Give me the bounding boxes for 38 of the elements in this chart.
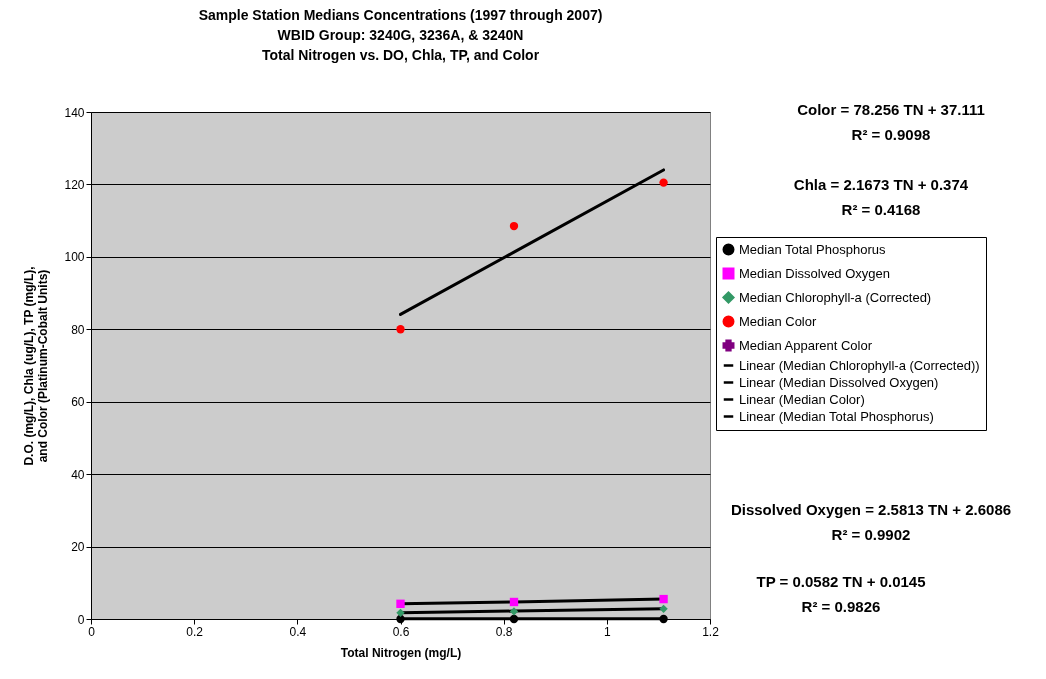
x-tick-label: 0 bbox=[88, 624, 96, 639]
legend-label: Linear (Median Color) bbox=[739, 391, 865, 407]
x-tick-label: 0.2 bbox=[186, 624, 204, 639]
y-tick-label: 40 bbox=[71, 467, 85, 482]
y-tick-label: 120 bbox=[64, 177, 85, 192]
text: Sample Station Medians Concentrations (1997 through 2007) bbox=[198, 7, 603, 23]
x-tick-label: 1.2 bbox=[702, 624, 720, 639]
legend-label: Median Color bbox=[739, 313, 817, 329]
y-tick-label: 0 bbox=[77, 612, 85, 627]
text: Total Nitrogen vs. DO, Chla, TP, and Color bbox=[261, 47, 540, 63]
x-tick-label: 0.6 bbox=[392, 624, 410, 639]
text: R² = 0.4168 bbox=[841, 201, 921, 218]
y-tick-label: 20 bbox=[71, 540, 85, 555]
x-tick-label: 1 bbox=[603, 624, 611, 639]
text: WBID Group: 3240G, 3236A, & 3240N bbox=[277, 27, 524, 43]
text: TP = 0.0582 TN + 0.0145 bbox=[756, 573, 926, 590]
text: R² = 0.9826 bbox=[801, 598, 881, 615]
legend-label: Median Total Phosphorus bbox=[739, 241, 886, 257]
text: Color = 78.256 TN + 37.111 bbox=[797, 101, 985, 118]
text: and Color (Platinum-Cobalt Units) bbox=[36, 269, 51, 463]
legend-label: Linear (Median Chlorophyll-a (Corrected)) bbox=[739, 357, 980, 373]
legend-label: Median Apparent Color bbox=[739, 337, 873, 353]
legend-label: Median Chlorophyll-a (Corrected) bbox=[739, 289, 932, 305]
x-axis-title: Total Nitrogen (mg/L) bbox=[340, 645, 462, 660]
text: Chla = 2.1673 TN + 0.374 bbox=[793, 176, 969, 193]
x-tick-label: 0.8 bbox=[495, 624, 513, 639]
x-tick-label: 0.4 bbox=[289, 624, 307, 639]
text: Dissolved Oxygen = 2.5813 TN + 2.6086 bbox=[730, 501, 1012, 518]
legend-label: Median Dissolved Oxygen bbox=[739, 265, 891, 281]
legend-label: Linear (Median Dissolved Oxygen) bbox=[739, 374, 939, 390]
y-tick-label: 100 bbox=[64, 250, 85, 265]
text: R² = 0.9098 bbox=[851, 126, 931, 143]
y-tick-label: 60 bbox=[71, 395, 85, 410]
y-tick-label: 80 bbox=[71, 322, 85, 337]
y-tick-label: 140 bbox=[64, 105, 85, 120]
legend-label: Linear (Median Total Phosphorus) bbox=[739, 408, 934, 424]
text: R² = 0.9902 bbox=[831, 526, 911, 543]
text: D.O. (mg/L), Chla (ug/L), TP (mg/L), bbox=[22, 266, 37, 466]
